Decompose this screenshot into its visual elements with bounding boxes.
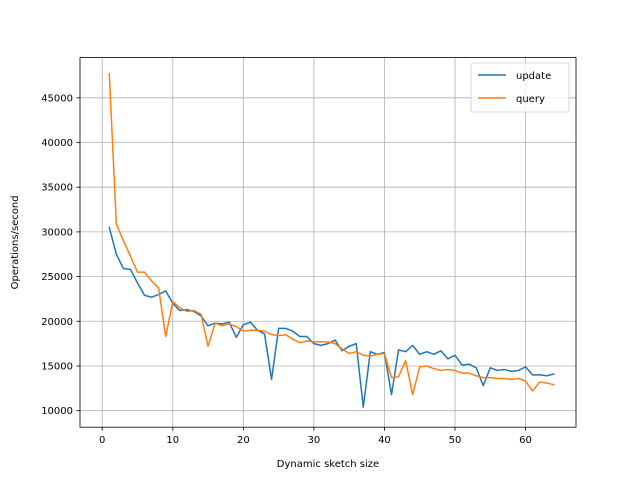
y-tick-label: 30000 (41, 227, 73, 238)
x-tick-label: 60 (519, 435, 532, 446)
series-line-update (108, 226, 555, 408)
series-line-query (108, 72, 555, 396)
x-tick-label: 30 (308, 435, 321, 446)
y-tick-label: 20000 (41, 317, 73, 328)
y-tick-label: 15000 (41, 361, 73, 372)
y-tick-label: 25000 (41, 272, 73, 283)
series-lines (108, 72, 555, 408)
x-tick-label: 40 (378, 435, 391, 446)
x-axis-ticks: 0 10 20 30 40 50 60 (99, 427, 532, 446)
legend-label-update: update (516, 71, 551, 82)
x-tick-label: 20 (237, 435, 250, 446)
plot-frame (79, 57, 577, 428)
y-tick-label: 10000 (41, 406, 73, 417)
legend-label-query: query (516, 94, 545, 105)
x-tick-label: 50 (449, 435, 462, 446)
y-tick-label: 40000 (41, 138, 73, 149)
y-axis-ticks: 10000 15000 20000 25000 30000 35000 40000 45000 (41, 93, 80, 417)
x-tick-label: 0 (99, 435, 105, 446)
x-tick-label: 10 (166, 435, 179, 446)
y-axis-label: Operations/second (10, 195, 21, 289)
y-tick-label: 35000 (41, 183, 73, 194)
legend: update query (470, 62, 570, 113)
x-axis-label: Dynamic sketch size (277, 459, 379, 470)
grid-lines (80, 57, 576, 428)
y-tick-label: 45000 (41, 93, 73, 104)
